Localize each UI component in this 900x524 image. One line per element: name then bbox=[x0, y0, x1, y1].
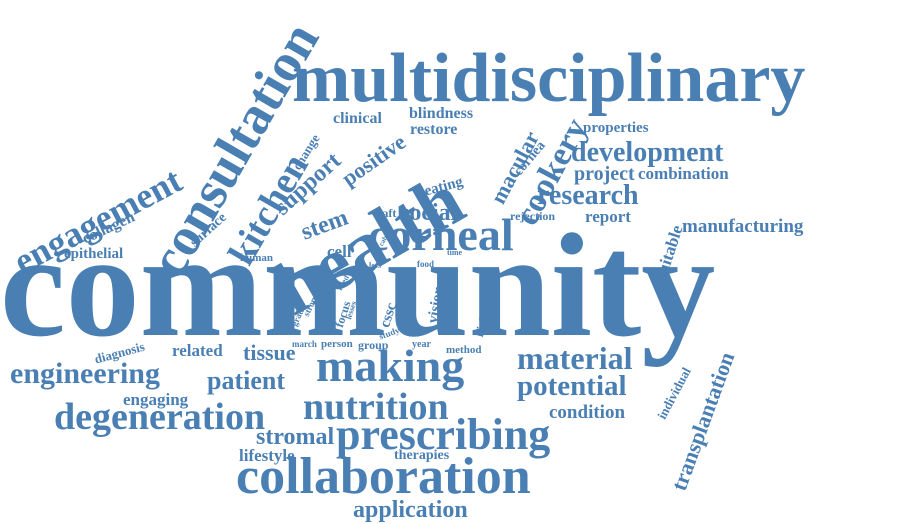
word-degeneration: degeneration bbox=[54, 396, 266, 438]
word-blindness: blindness bbox=[409, 105, 474, 122]
word-patient: patient bbox=[207, 366, 285, 395]
word-engineering: engineering bbox=[10, 357, 160, 390]
word-social: social bbox=[400, 200, 458, 226]
word-restore: restore bbox=[410, 121, 458, 138]
word-nutrition: nutrition bbox=[303, 386, 449, 428]
word-condition: condition bbox=[549, 402, 626, 423]
word-multidisciplinary: multidisciplinary bbox=[292, 40, 806, 117]
word-stromal: stromal bbox=[256, 424, 335, 450]
word-report: report bbox=[585, 207, 631, 226]
word-raft: raft bbox=[377, 206, 397, 220]
word-related: related bbox=[172, 341, 223, 360]
word-clinical: clinical bbox=[333, 110, 382, 127]
word-human: human bbox=[240, 252, 274, 264]
word-research: research bbox=[537, 180, 639, 211]
word-prescribing: prescribing bbox=[336, 410, 551, 459]
word-year: year bbox=[412, 339, 431, 350]
word-development: development bbox=[571, 137, 724, 168]
word-making: making bbox=[316, 340, 465, 391]
word-less: less bbox=[369, 261, 381, 270]
word-tissue: tissue bbox=[243, 340, 296, 365]
word-material: material bbox=[517, 340, 633, 376]
word-manufacturing: manufacturing bbox=[682, 216, 804, 237]
word-engaging: engaging bbox=[123, 390, 189, 409]
word-method: method bbox=[446, 344, 482, 356]
word-combination: combination bbox=[638, 164, 729, 183]
word-community: community bbox=[0, 204, 716, 368]
word-time: time bbox=[447, 248, 463, 257]
word-project: project bbox=[574, 163, 635, 185]
word-rejection: rejection bbox=[510, 209, 556, 223]
word-therapies: therapies bbox=[394, 448, 450, 463]
word-food: food bbox=[417, 259, 435, 269]
word-epithelial: epithelial bbox=[64, 246, 124, 262]
word-properties: properties bbox=[583, 120, 649, 136]
word-group: group bbox=[358, 338, 389, 352]
word-corneal: corneal bbox=[368, 209, 514, 260]
word-march: march bbox=[292, 339, 317, 349]
word-person: person bbox=[321, 338, 353, 350]
word-lifestyle: lifestyle bbox=[239, 446, 295, 465]
word-individual: individual bbox=[654, 364, 694, 422]
word-application: application bbox=[353, 497, 468, 523]
word-potential: potential bbox=[517, 370, 627, 402]
word-collaboration: collaboration bbox=[236, 448, 531, 505]
word-cell: cell bbox=[327, 242, 352, 261]
